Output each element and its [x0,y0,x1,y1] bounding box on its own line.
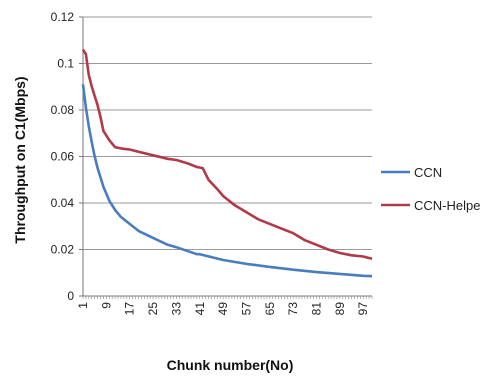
x-tick-label: 9 [99,302,113,309]
x-tick-label: 97 [356,302,370,316]
axes [79,16,373,299]
x-tick-label: 41 [193,302,207,316]
legend: CCN CCN-Helpe [381,165,480,213]
y-tick-label: 0.02 [51,243,75,257]
y-tick-labels: 0 0.02 0.04 0.06 0.08 0.1 0.12 [51,10,75,303]
legend-label: CCN [414,165,442,180]
x-tick-label: 33 [169,302,183,316]
y-axis-title: Throughput on C1(Mbps) [12,76,28,243]
legend-label: CCN-Helpe [414,198,480,213]
x-tick-label: 81 [310,302,324,316]
series-line-ccn [81,84,373,278]
y-tick-label: 0.06 [51,150,75,164]
x-tick-labels: 1 9 17 25 33 41 49 57 65 73 81 89 97 [76,302,370,316]
y-tick-label: 0.08 [51,103,75,117]
y-tick-label: 0.12 [51,10,75,24]
x-tick-label: 17 [123,302,137,316]
x-tick-label: 57 [239,302,253,316]
x-axis-title: Chunk number(No) [167,357,294,373]
x-tick-label: 1 [76,302,90,309]
x-tick-label: 89 [333,302,347,316]
x-tick-label: 73 [286,302,300,316]
x-tick-label: 65 [263,302,277,316]
gridlines [83,16,372,250]
y-tick-label: 0.04 [51,196,75,210]
series-line-ccn-helpe [81,48,373,261]
series-lines [81,48,373,278]
x-tick-label: 49 [216,302,230,316]
y-tick-label: 0 [67,289,74,303]
y-tick-label: 0.1 [57,57,74,71]
x-tick-label: 25 [146,302,160,316]
